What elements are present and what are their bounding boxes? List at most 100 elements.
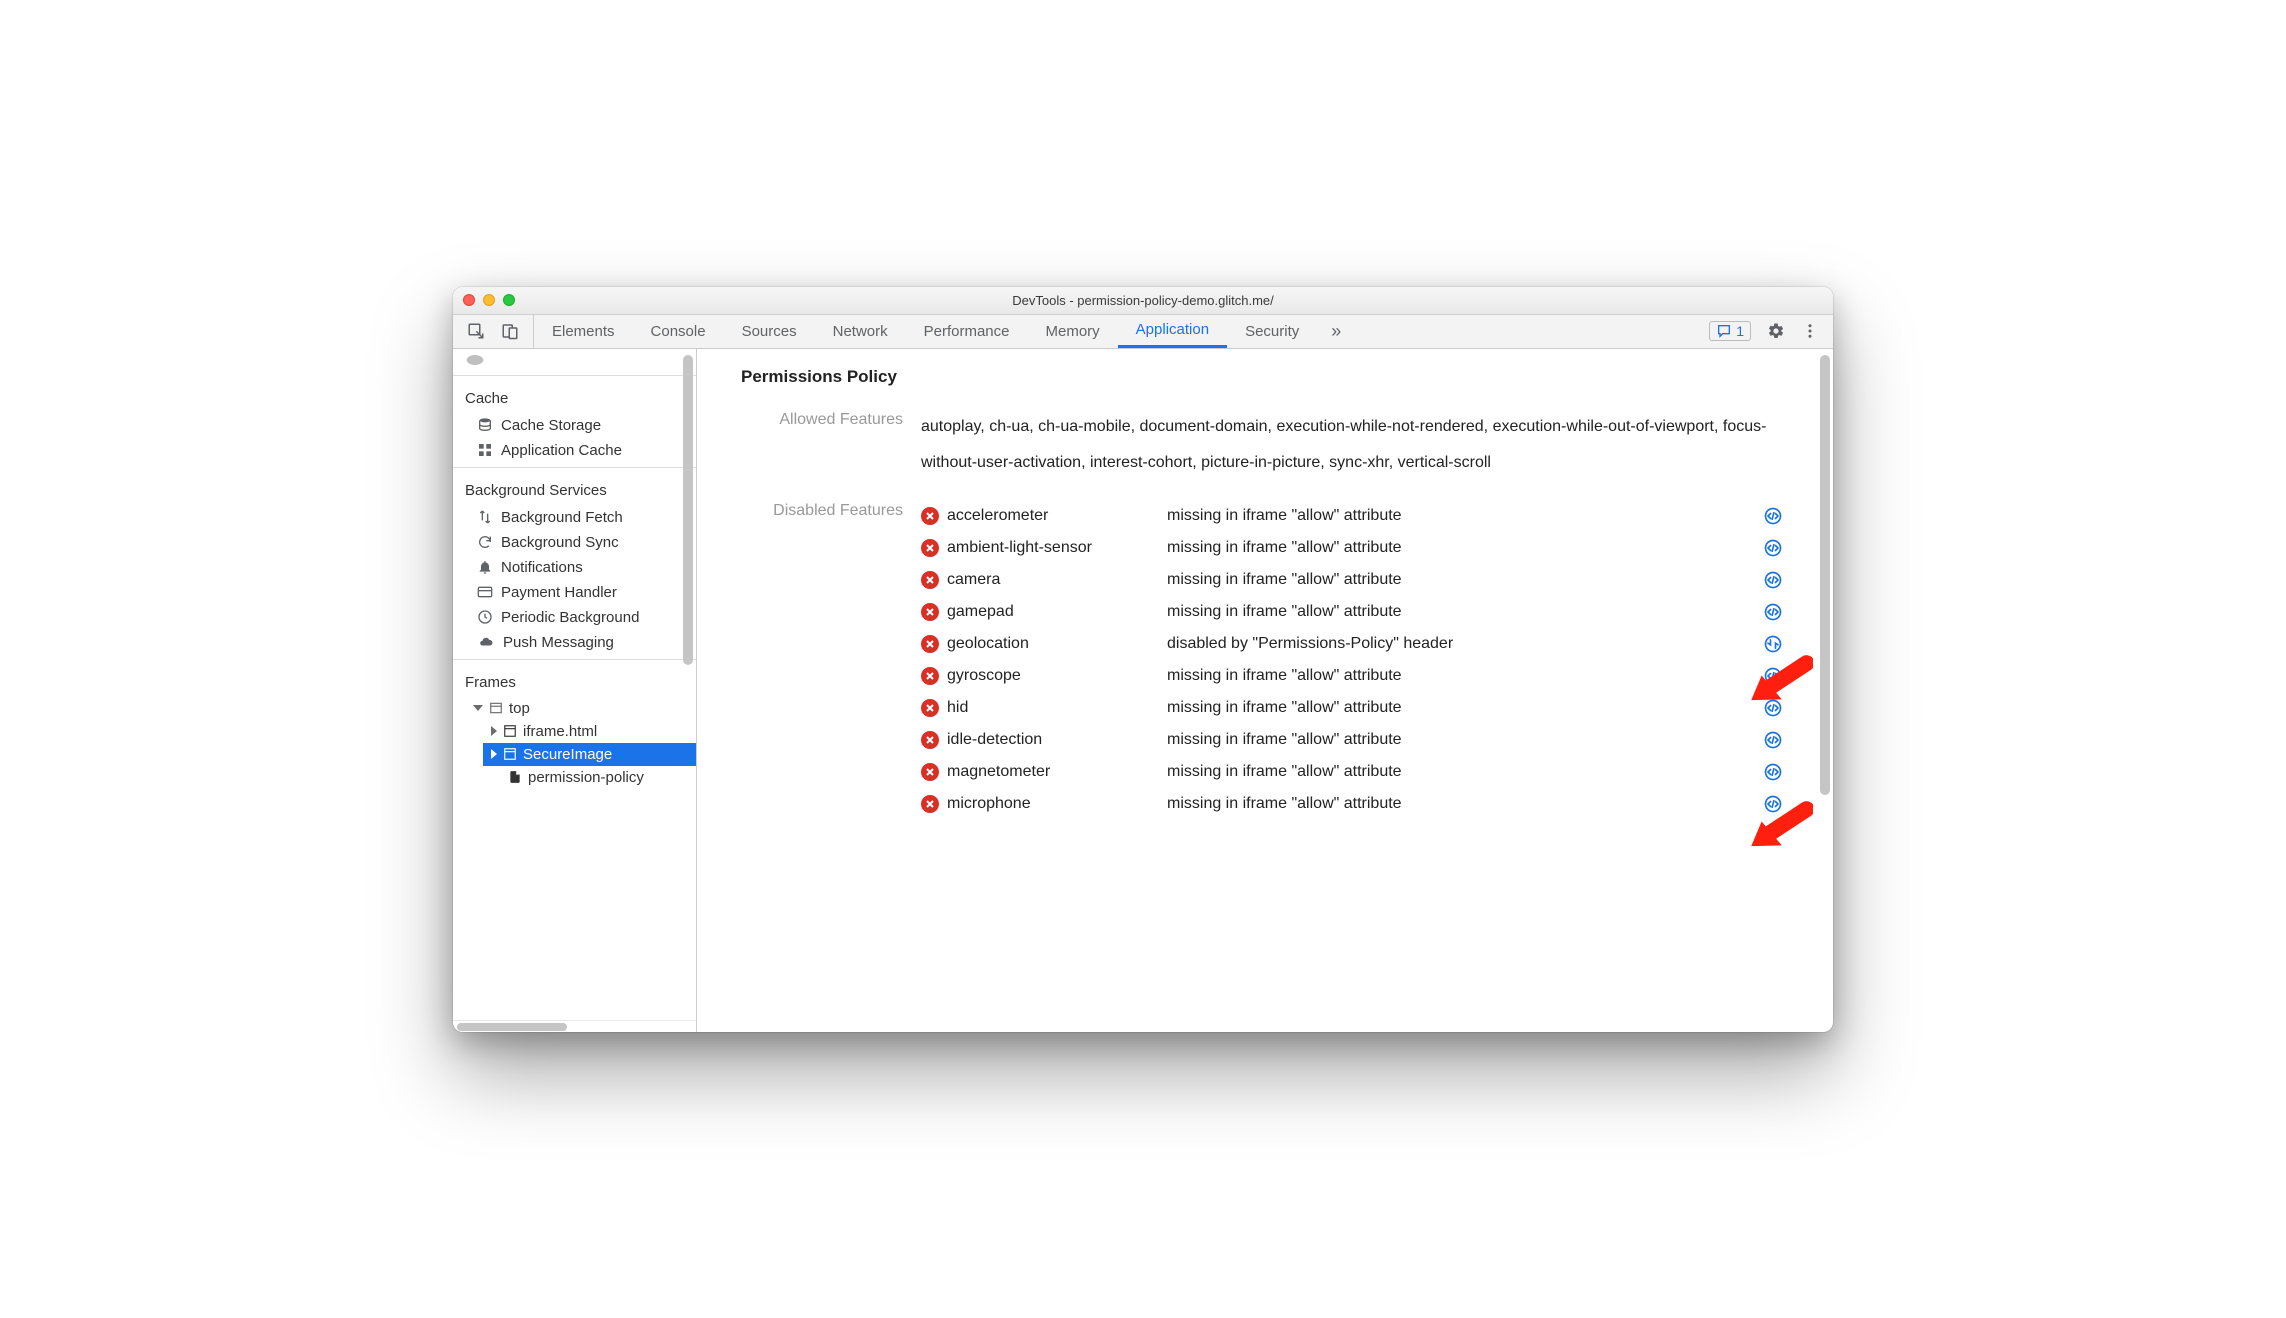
feedback-icon <box>1716 323 1732 339</box>
error-icon <box>921 635 939 653</box>
frame-node-top[interactable]: top <box>465 697 696 720</box>
panel-title: Permissions Policy <box>741 367 1799 387</box>
settings-icon[interactable] <box>1767 322 1785 340</box>
database-icon <box>477 417 493 433</box>
disclosure-triangle-icon <box>491 749 497 759</box>
tab-elements[interactable]: Elements <box>534 315 633 348</box>
sidebar-item-background-sync[interactable]: Background Sync <box>453 530 696 555</box>
devtools-toolbar: ElementsConsoleSourcesNetworkPerformance… <box>453 315 1833 349</box>
frame-node-secureimage[interactable]: SecureImage <box>483 743 696 766</box>
main-vertical-scrollbar[interactable] <box>1817 349 1833 1032</box>
feature-reason: missing in iframe "allow" attribute <box>1167 539 1763 557</box>
kebab-menu-icon[interactable] <box>1801 322 1819 340</box>
disabled-features-label: Disabled Features <box>741 500 921 520</box>
sidebar-item-label: Background Sync <box>501 534 619 551</box>
devtools-tabs: ElementsConsoleSourcesNetworkPerformance… <box>534 315 1317 348</box>
sidebar-horizontal-scrollbar[interactable] <box>453 1020 696 1032</box>
sidebar-vertical-scrollbar[interactable] <box>680 349 696 1032</box>
device-toolbar-icon[interactable] <box>501 322 519 340</box>
feature-name: accelerometer <box>947 507 1167 525</box>
frame-node-label: permission-policy <box>528 769 644 786</box>
window-controls <box>463 294 515 306</box>
sidebar-item-truncated[interactable] <box>453 349 696 371</box>
error-icon <box>921 667 939 685</box>
feature-name: idle-detection <box>947 731 1167 749</box>
reveal-source-button[interactable] <box>1763 730 1783 750</box>
feature-name: microphone <box>947 795 1167 813</box>
sidebar-item-periodic-background[interactable]: Periodic Background <box>453 605 696 630</box>
sidebar-item-label: Payment Handler <box>501 584 617 601</box>
tab-security[interactable]: Security <box>1227 315 1317 348</box>
sidebar-item-payment-handler[interactable]: Payment Handler <box>453 580 696 605</box>
tab-sources[interactable]: Sources <box>724 315 815 348</box>
reveal-source-button[interactable] <box>1763 794 1783 814</box>
reveal-source-button[interactable] <box>1763 698 1783 718</box>
frame-icon <box>503 747 517 761</box>
disabled-feature-row: ambient-light-sensormissing in iframe "a… <box>921 532 1799 564</box>
allowed-features-row: Allowed Features autoplay, ch-ua, ch-ua-… <box>741 409 1799 483</box>
frame-node-permission-policy[interactable]: permission-policy <box>483 766 696 789</box>
feature-reason: missing in iframe "allow" attribute <box>1167 763 1763 781</box>
window-title: DevTools - permission-policy-demo.glitch… <box>453 293 1833 308</box>
frame-node-label: iframe.html <box>523 723 597 740</box>
overflow-tabs-button[interactable] <box>1317 315 1355 348</box>
feedback-button[interactable]: 1 <box>1709 321 1751 341</box>
close-window-button[interactable] <box>463 294 475 306</box>
sidebar-item-cache-storage[interactable]: Cache Storage <box>453 413 696 438</box>
error-icon <box>921 763 939 781</box>
feature-name: ambient-light-sensor <box>947 539 1167 557</box>
frames-section-title: Frames <box>453 664 696 697</box>
feature-reason: missing in iframe "allow" attribute <box>1167 667 1763 685</box>
tab-memory[interactable]: Memory <box>1028 315 1118 348</box>
toolbar-left-tools <box>453 315 534 348</box>
reveal-header-button[interactable] <box>1763 634 1783 654</box>
feature-name: hid <box>947 699 1167 717</box>
file-icon <box>508 770 522 784</box>
feature-name: gyroscope <box>947 667 1167 685</box>
zoom-window-button[interactable] <box>503 294 515 306</box>
feature-name: camera <box>947 571 1167 589</box>
tab-application[interactable]: Application <box>1118 315 1227 348</box>
feature-reason: missing in iframe "allow" attribute <box>1167 603 1763 621</box>
error-icon <box>921 603 939 621</box>
feature-reason: missing in iframe "allow" attribute <box>1167 507 1763 525</box>
reveal-source-button[interactable] <box>1763 538 1783 558</box>
frame-node-label: top <box>509 700 530 717</box>
feedback-count: 1 <box>1736 323 1744 339</box>
disabled-feature-row: hidmissing in iframe "allow" attribute <box>921 692 1799 724</box>
disabled-feature-row: geolocationdisabled by "Permissions-Poli… <box>921 628 1799 660</box>
updown-icon <box>477 509 493 525</box>
application-sidebar: CacheCache StorageApplication CacheBackg… <box>453 349 697 1032</box>
devtools-body: CacheCache StorageApplication CacheBackg… <box>453 349 1833 1032</box>
error-icon <box>921 539 939 557</box>
sidebar-item-label: Periodic Background <box>501 609 639 626</box>
cloud-icon <box>477 635 495 649</box>
tab-console[interactable]: Console <box>633 315 724 348</box>
error-icon <box>921 507 939 525</box>
feature-reason: missing in iframe "allow" attribute <box>1167 571 1763 589</box>
window-icon <box>489 701 503 715</box>
minimize-window-button[interactable] <box>483 294 495 306</box>
feature-reason: missing in iframe "allow" attribute <box>1167 731 1763 749</box>
disabled-features-list: accelerometermissing in iframe "allow" a… <box>921 500 1799 820</box>
disabled-feature-row: idle-detectionmissing in iframe "allow" … <box>921 724 1799 756</box>
disabled-features-row: Disabled Features accelerometermissing i… <box>741 500 1799 820</box>
reveal-source-button[interactable] <box>1763 762 1783 782</box>
tab-performance[interactable]: Performance <box>906 315 1028 348</box>
inspect-element-icon[interactable] <box>467 322 485 340</box>
sidebar-item-label: Notifications <box>501 559 583 576</box>
sidebar-item-push-messaging[interactable]: Push Messaging <box>453 630 696 655</box>
reveal-source-button[interactable] <box>1763 506 1783 526</box>
disabled-feature-row: gyroscopemissing in iframe "allow" attri… <box>921 660 1799 692</box>
reveal-source-button[interactable] <box>1763 666 1783 686</box>
sidebar-item-application-cache[interactable]: Application Cache <box>453 438 696 463</box>
reveal-source-button[interactable] <box>1763 570 1783 590</box>
sidebar-item-background-fetch[interactable]: Background Fetch <box>453 505 696 530</box>
sidebar-item-notifications[interactable]: Notifications <box>453 555 696 580</box>
sidebar-item-label: Push Messaging <box>503 634 614 651</box>
feature-reason: disabled by "Permissions-Policy" header <box>1167 635 1763 653</box>
tab-network[interactable]: Network <box>815 315 906 348</box>
reveal-source-button[interactable] <box>1763 602 1783 622</box>
frame-node-iframe-html[interactable]: iframe.html <box>483 720 696 743</box>
grid-icon <box>477 442 493 458</box>
